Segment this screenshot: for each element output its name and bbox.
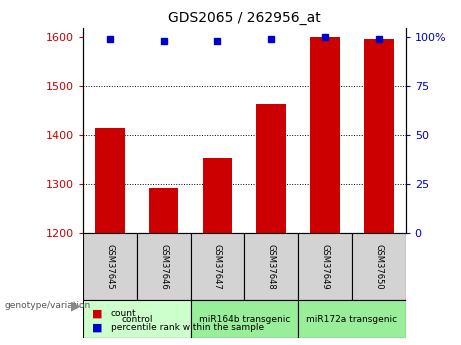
Text: GSM37647: GSM37647	[213, 244, 222, 289]
Bar	[256, 104, 286, 233]
Bar	[298, 300, 406, 338]
Text: GSM37648: GSM37648	[267, 244, 276, 289]
Bar	[364, 39, 394, 233]
Text: count: count	[111, 309, 136, 318]
Text: GSM37646: GSM37646	[159, 244, 168, 289]
Bar	[83, 300, 190, 338]
Text: genotype/variation: genotype/variation	[5, 301, 91, 310]
Text: ■: ■	[92, 323, 103, 333]
Bar	[137, 233, 190, 300]
Text: miR164b transgenic: miR164b transgenic	[199, 315, 290, 324]
Text: control: control	[121, 315, 153, 324]
Text: ■: ■	[92, 309, 103, 319]
Title: GDS2065 / 262956_at: GDS2065 / 262956_at	[168, 11, 321, 25]
Bar	[203, 158, 232, 233]
Bar	[190, 233, 244, 300]
Bar	[298, 233, 352, 300]
Bar	[149, 188, 178, 233]
Bar	[190, 300, 298, 338]
Text: miR172a transgenic: miR172a transgenic	[306, 315, 397, 324]
Bar	[244, 233, 298, 300]
Text: ▶: ▶	[71, 299, 81, 313]
Bar	[95, 128, 124, 233]
Bar	[310, 37, 340, 233]
Bar	[352, 233, 406, 300]
Text: GSM37650: GSM37650	[374, 244, 383, 289]
Text: GSM37649: GSM37649	[320, 244, 330, 289]
Text: GSM37645: GSM37645	[106, 244, 114, 289]
Bar	[83, 233, 137, 300]
Text: percentile rank within the sample: percentile rank within the sample	[111, 323, 264, 332]
